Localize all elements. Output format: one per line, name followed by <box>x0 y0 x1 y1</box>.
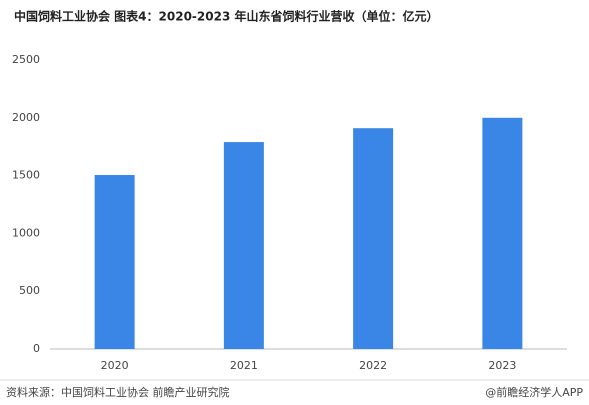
y-tick-label: 2500 <box>12 53 40 66</box>
bar <box>223 142 264 349</box>
x-tick-label: 2020 <box>101 359 129 372</box>
credit: @前瞻经济学人APP <box>485 385 583 399</box>
y-tick-label: 1500 <box>12 169 40 182</box>
bar <box>482 117 523 349</box>
x-tick-label: 2021 <box>230 359 258 372</box>
chart-title: 中国饲料工业协会 图表4：2020-2023 年山东省饲料行业营收（单位：亿元） <box>14 9 439 24</box>
y-tick-label: 0 <box>33 342 40 355</box>
bar <box>353 128 394 349</box>
y-tick-label: 1000 <box>12 226 40 239</box>
x-tick-label: 2023 <box>488 359 516 372</box>
source-note: 资料来源：中国饲料工业协会 前瞻产业研究院 <box>6 385 230 399</box>
x-tick-label: 2022 <box>359 359 387 372</box>
y-tick-label: 500 <box>19 284 40 297</box>
y-tick-label: 2000 <box>12 111 40 124</box>
bar <box>94 175 135 349</box>
